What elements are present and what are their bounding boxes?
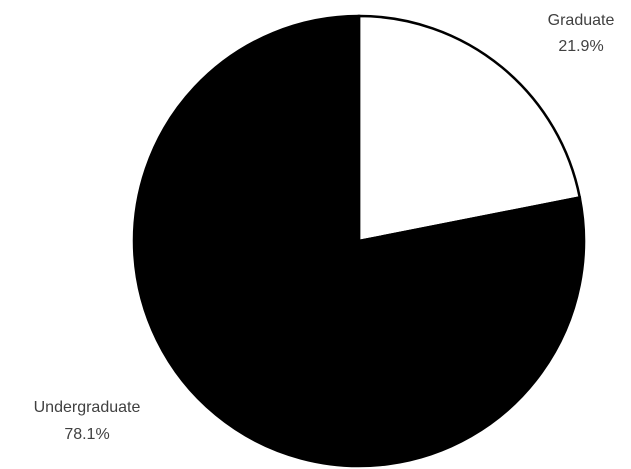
slice-value-undergraduate: 78.1% (64, 426, 109, 443)
pie-slice-graduate (357, 14, 582, 243)
pie-slice-undergraduate (132, 14, 586, 468)
slice-value-graduate: 21.9% (558, 38, 603, 55)
slice-label-undergraduate: Undergraduate (34, 399, 141, 416)
pie-slices (132, 14, 586, 468)
slice-label-graduate: Graduate (548, 12, 615, 29)
